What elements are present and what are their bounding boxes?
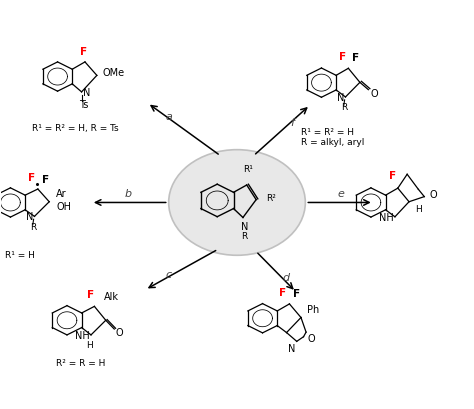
Text: N: N bbox=[337, 93, 345, 103]
Text: F: F bbox=[292, 290, 300, 299]
Text: OMe: OMe bbox=[103, 68, 125, 78]
Text: R = alkyl, aryl: R = alkyl, aryl bbox=[301, 138, 364, 147]
Text: N: N bbox=[26, 212, 34, 222]
Text: OH: OH bbox=[56, 202, 71, 212]
Text: e: e bbox=[337, 189, 344, 198]
Text: c: c bbox=[165, 270, 172, 280]
Text: R: R bbox=[241, 232, 247, 241]
Text: d: d bbox=[283, 273, 290, 283]
Text: Ph: Ph bbox=[307, 305, 319, 315]
Text: F: F bbox=[353, 53, 360, 63]
Text: Alk: Alk bbox=[104, 292, 118, 302]
Text: N: N bbox=[241, 222, 248, 232]
Text: NH: NH bbox=[75, 330, 90, 341]
Text: O: O bbox=[429, 190, 437, 200]
Ellipse shape bbox=[169, 150, 305, 255]
Text: O: O bbox=[370, 89, 378, 99]
Text: R²: R² bbox=[266, 193, 276, 202]
Text: R¹ = R² = H: R¹ = R² = H bbox=[301, 128, 354, 137]
Text: F: F bbox=[279, 288, 286, 298]
Text: R¹: R¹ bbox=[243, 165, 253, 175]
Text: H: H bbox=[415, 204, 422, 213]
Text: N: N bbox=[83, 88, 91, 98]
Text: F: F bbox=[339, 52, 346, 62]
Text: H: H bbox=[86, 342, 93, 351]
Text: N: N bbox=[288, 344, 295, 354]
Text: b: b bbox=[125, 189, 132, 198]
Text: O: O bbox=[115, 328, 123, 338]
Text: F: F bbox=[87, 290, 95, 301]
Text: R² = R = H: R² = R = H bbox=[55, 359, 105, 368]
Text: F: F bbox=[80, 47, 87, 57]
Text: R¹ = R² = H, R = Ts: R¹ = R² = H, R = Ts bbox=[32, 124, 118, 133]
Text: Ar: Ar bbox=[56, 189, 67, 200]
Text: F: F bbox=[42, 175, 49, 184]
Text: R¹ = H: R¹ = H bbox=[5, 251, 35, 260]
Text: F: F bbox=[389, 171, 396, 182]
Text: R: R bbox=[341, 103, 347, 112]
Text: Ts: Ts bbox=[79, 100, 88, 110]
Text: a: a bbox=[165, 112, 172, 122]
Text: F: F bbox=[28, 173, 36, 183]
Text: R: R bbox=[30, 223, 36, 232]
Text: NH: NH bbox=[379, 213, 394, 223]
Text: f: f bbox=[291, 118, 294, 128]
Text: O: O bbox=[308, 334, 315, 344]
